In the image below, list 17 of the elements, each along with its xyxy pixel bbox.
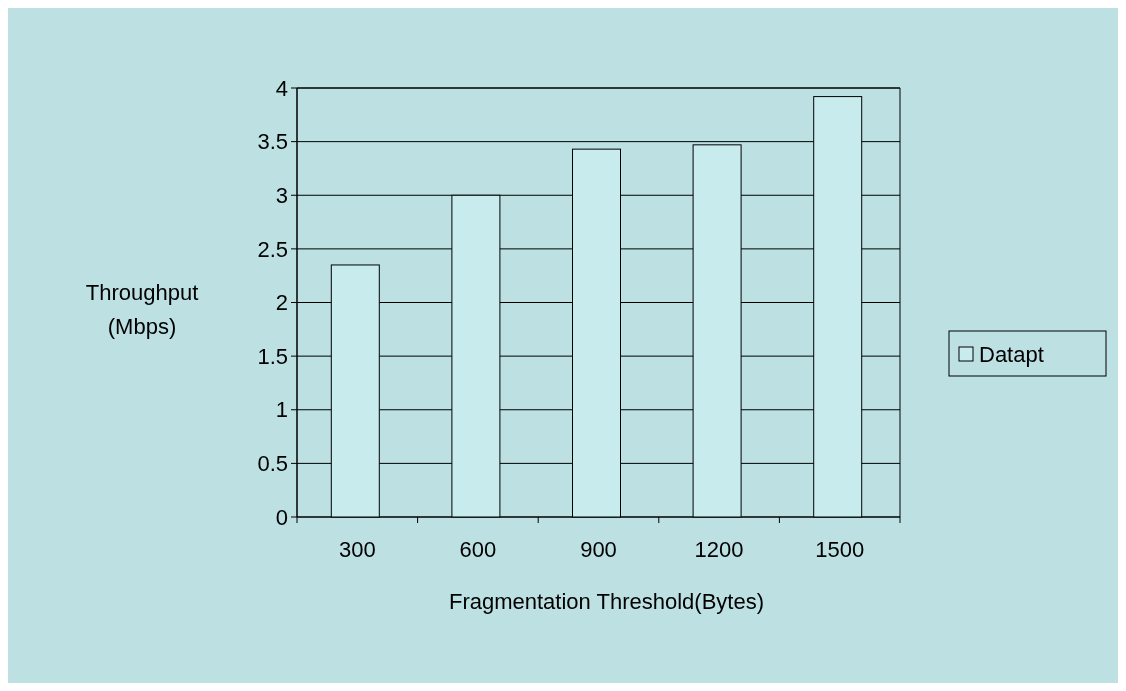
y-tick-label: 1.5 — [257, 343, 288, 369]
x-tick-label: 600 — [459, 537, 497, 562]
y-tick-label: 3 — [275, 182, 288, 208]
y-axis-title: Throughput (Mbps) — [85, 280, 199, 339]
y-tick-label: 2 — [275, 290, 288, 316]
y-tick-label: 3.5 — [257, 129, 288, 155]
x-tick-label: 1500 — [815, 537, 865, 562]
x-tick-label: 300 — [338, 537, 376, 562]
x-tick-label: 1200 — [694, 537, 744, 562]
x-axis-title: Fragmentation Threshold(Bytes) — [448, 589, 765, 614]
y-tick-label: 1 — [275, 397, 288, 423]
y-tick-label: 2.5 — [257, 236, 288, 262]
legend-label: Datapt — [979, 341, 1044, 367]
x-tick-label: 900 — [580, 537, 617, 562]
y-tick-label: 4 — [275, 75, 288, 101]
y-tick-label: 0 — [275, 504, 288, 530]
y-tick-label: 0.5 — [257, 451, 288, 477]
